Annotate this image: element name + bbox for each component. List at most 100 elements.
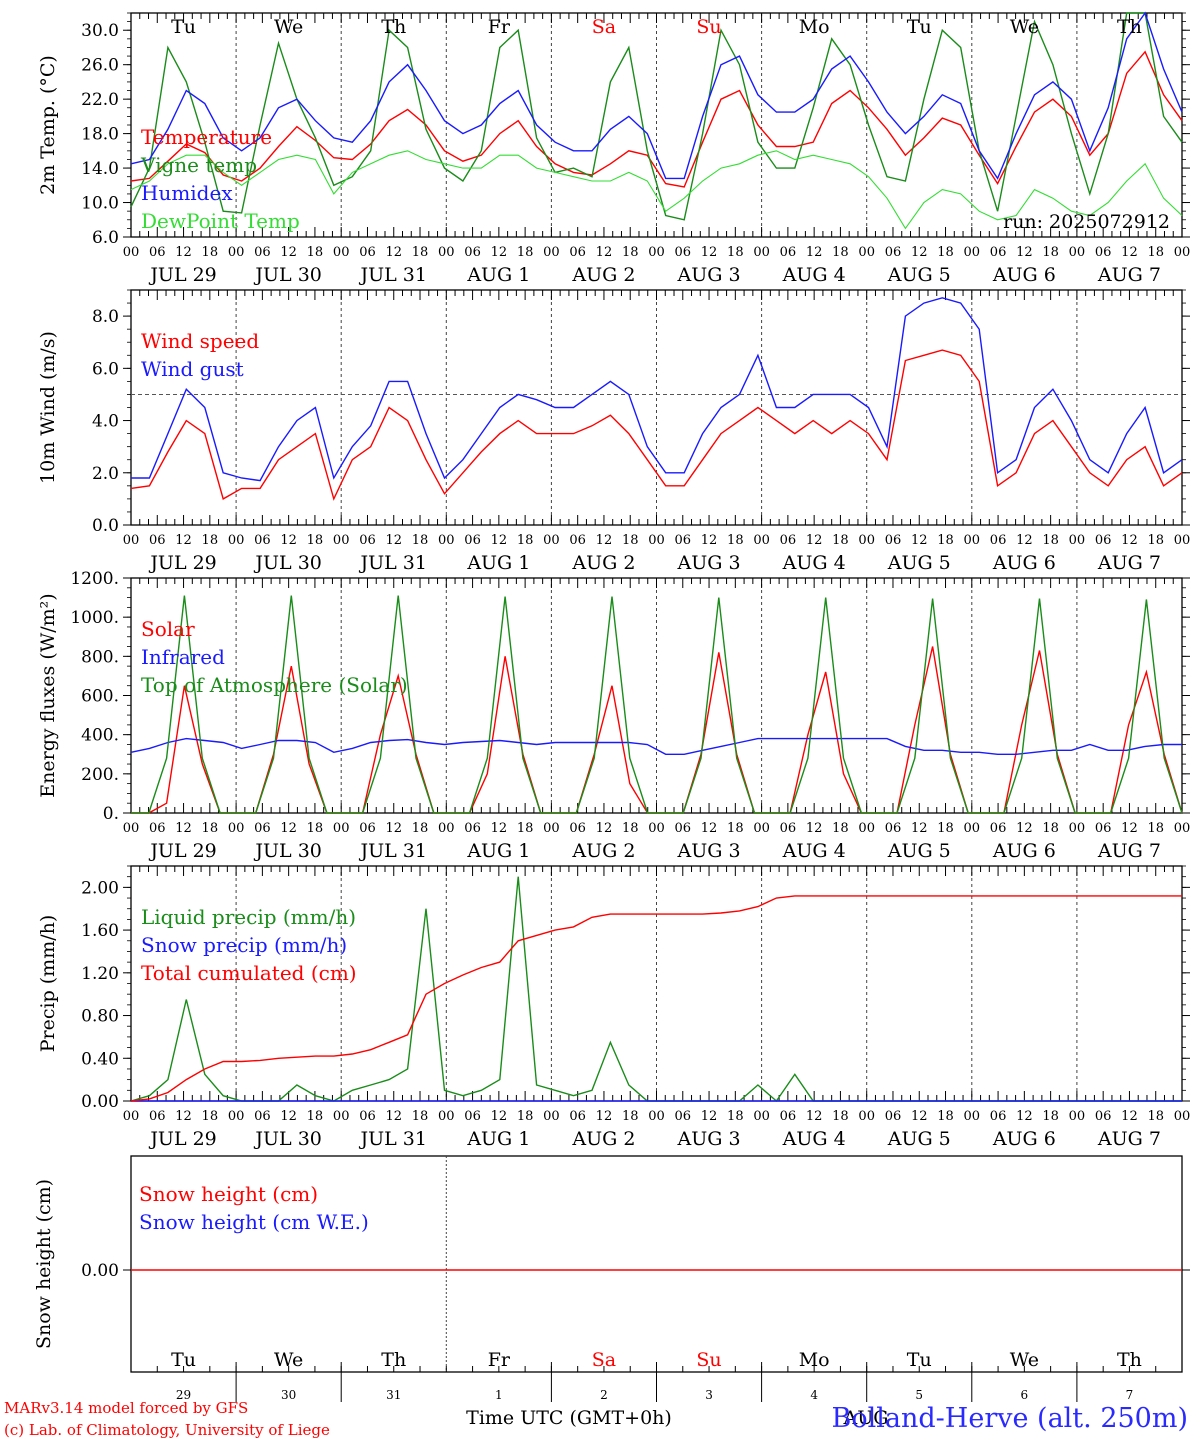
date-label: AUG 2 xyxy=(571,1128,635,1150)
y-tick-label: 4.0 xyxy=(92,412,119,432)
date-label: AUG 2 xyxy=(571,552,635,574)
hour-tick-label: 18 xyxy=(412,245,429,260)
hour-tick-label: 12 xyxy=(1121,245,1138,260)
panel-2: 00 06 12 18 00 06 12 18 00 06 12 18 00 06 12 18 00 06 12 18… xyxy=(37,289,1190,574)
hour-tick-label: 00 xyxy=(858,533,875,548)
hour-tick-label: 00 xyxy=(1174,1109,1191,1124)
hour-tick-label: 06 xyxy=(464,533,481,548)
hour-tick-label: 12 xyxy=(806,821,823,836)
y-tick-label: 14.0 xyxy=(81,159,119,179)
date-label: JUL 31 xyxy=(359,264,427,286)
hour-tick-label: 12 xyxy=(596,821,613,836)
y-tick-label: 1200. xyxy=(70,569,119,589)
hour-tick-label: 12 xyxy=(911,821,928,836)
hour-tick-label: 00 xyxy=(753,1109,770,1124)
hour-tick-label: 00 xyxy=(543,245,560,260)
hour-tick-label: 06 xyxy=(149,1109,166,1124)
hour-tick-label: 06 xyxy=(1095,1109,1112,1124)
hour-tick-label: 12 xyxy=(1016,821,1033,836)
hour-tick-label: 12 xyxy=(701,1109,718,1124)
day-number: 4 xyxy=(810,1388,818,1402)
y-tick-label: 2.00 xyxy=(81,878,119,898)
legend-entry: Humidex xyxy=(141,181,233,205)
hour-tick-label: 06 xyxy=(1095,245,1112,260)
hour-tick-label: 12 xyxy=(491,245,508,260)
hour-tick-label: 12 xyxy=(806,1109,823,1124)
hour-tick-label: 06 xyxy=(464,1109,481,1124)
hour-tick-label: 18 xyxy=(1042,245,1059,260)
credit-line-1: MARv3.14 model forced by GFS xyxy=(4,1399,248,1417)
hour-tick-label: 12 xyxy=(280,533,297,548)
hour-tick-label: 12 xyxy=(1016,1109,1033,1124)
hour-tick-label: 06 xyxy=(1095,533,1112,548)
hour-tick-label: 06 xyxy=(885,821,902,836)
hour-tick-label: 06 xyxy=(464,245,481,260)
hour-tick-label: 18 xyxy=(937,821,954,836)
hour-tick-label: 12 xyxy=(175,533,192,548)
hour-tick-label: 18 xyxy=(517,1109,534,1124)
y-axis-label: Energy fluxes (W/m²) xyxy=(37,593,59,797)
day-number: 5 xyxy=(915,1388,923,1402)
hour-tick-label: 18 xyxy=(307,245,324,260)
date-label: AUG 7 xyxy=(1097,552,1161,574)
y-axis-label: Snow height (cm) xyxy=(33,1179,55,1349)
day-name: Tu xyxy=(907,1349,932,1371)
hour-tick-label: 06 xyxy=(359,533,376,548)
hour-tick-label: 00 xyxy=(333,1109,350,1124)
day-name: We xyxy=(1010,1349,1039,1371)
hour-tick-label: 00 xyxy=(858,821,875,836)
hour-tick-label: 06 xyxy=(359,1109,376,1124)
day-name: Tu xyxy=(171,1349,196,1371)
day-name-top: Tu xyxy=(171,16,196,38)
hour-tick-label: 18 xyxy=(622,533,639,548)
hour-tick-label: 06 xyxy=(1095,821,1112,836)
legend-entry: Wind gust xyxy=(141,357,244,381)
hour-tick-label: 00 xyxy=(438,533,455,548)
panel-5: 0.00 Snow height (cm) Snow height (cm) Snow… xyxy=(33,1155,1190,1402)
hour-tick-label: 12 xyxy=(385,533,402,548)
y-tick-label: 22.0 xyxy=(81,90,119,110)
date-label: AUG 3 xyxy=(677,1128,741,1150)
hour-tick-label: 12 xyxy=(1121,821,1138,836)
y-axis-label: Precip (mm/h) xyxy=(37,915,59,1053)
hour-tick-label: 00 xyxy=(964,1109,981,1124)
day-name: Th xyxy=(381,1349,406,1371)
legend-entry: Top of Atmosphere (Solar) xyxy=(141,673,408,697)
date-label: JUL 31 xyxy=(359,552,427,574)
series-line-vigne-temp xyxy=(130,12,1183,221)
hour-tick-label: 12 xyxy=(491,1109,508,1124)
hour-tick-label: 12 xyxy=(1016,245,1033,260)
hour-tick-label: 12 xyxy=(491,821,508,836)
day-number: 30 xyxy=(281,1388,296,1402)
day-name-top: We xyxy=(274,16,303,38)
series-line-wind-gust xyxy=(131,297,1183,482)
hour-tick-label: 06 xyxy=(569,1109,586,1124)
day-number: 6 xyxy=(1021,1388,1029,1402)
x-axis-label: Time UTC (GMT+0h) xyxy=(466,1407,672,1429)
hour-tick-label: 06 xyxy=(885,1109,902,1124)
date-label: JUL 31 xyxy=(359,840,427,862)
day-number: 29 xyxy=(176,1388,191,1402)
hour-tick-label: 00 xyxy=(438,821,455,836)
hour-tick-label: 00 xyxy=(753,245,770,260)
day-name-top: Th xyxy=(1117,16,1142,38)
credit-line-2: (c) Lab. of Climatology, University of L… xyxy=(4,1421,330,1439)
y-tick-label: 1000. xyxy=(70,608,119,628)
hour-tick-label: 00 xyxy=(858,245,875,260)
hour-tick-label: 12 xyxy=(701,821,718,836)
day-name: Th xyxy=(1117,1349,1142,1371)
hour-tick-label: 18 xyxy=(937,245,954,260)
hour-tick-label: 18 xyxy=(832,821,849,836)
y-tick-label: 26.0 xyxy=(81,56,119,76)
hour-tick-label: 00 xyxy=(123,1109,140,1124)
hour-tick-label: 18 xyxy=(517,533,534,548)
hour-tick-label: 06 xyxy=(780,533,797,548)
legend-entry: Snow height (cm) xyxy=(139,1182,318,1206)
legend-entry: Infrared xyxy=(141,645,225,669)
day-name: Mo xyxy=(799,1349,830,1371)
y-tick-label: 10.0 xyxy=(81,194,119,214)
hour-tick-label: 00 xyxy=(333,533,350,548)
hour-tick-label: 18 xyxy=(517,821,534,836)
panel-4: 00 06 12 18 00 06 12 18 00 06 12 18 00 06 12 18 00 06 12 18… xyxy=(37,865,1191,1150)
